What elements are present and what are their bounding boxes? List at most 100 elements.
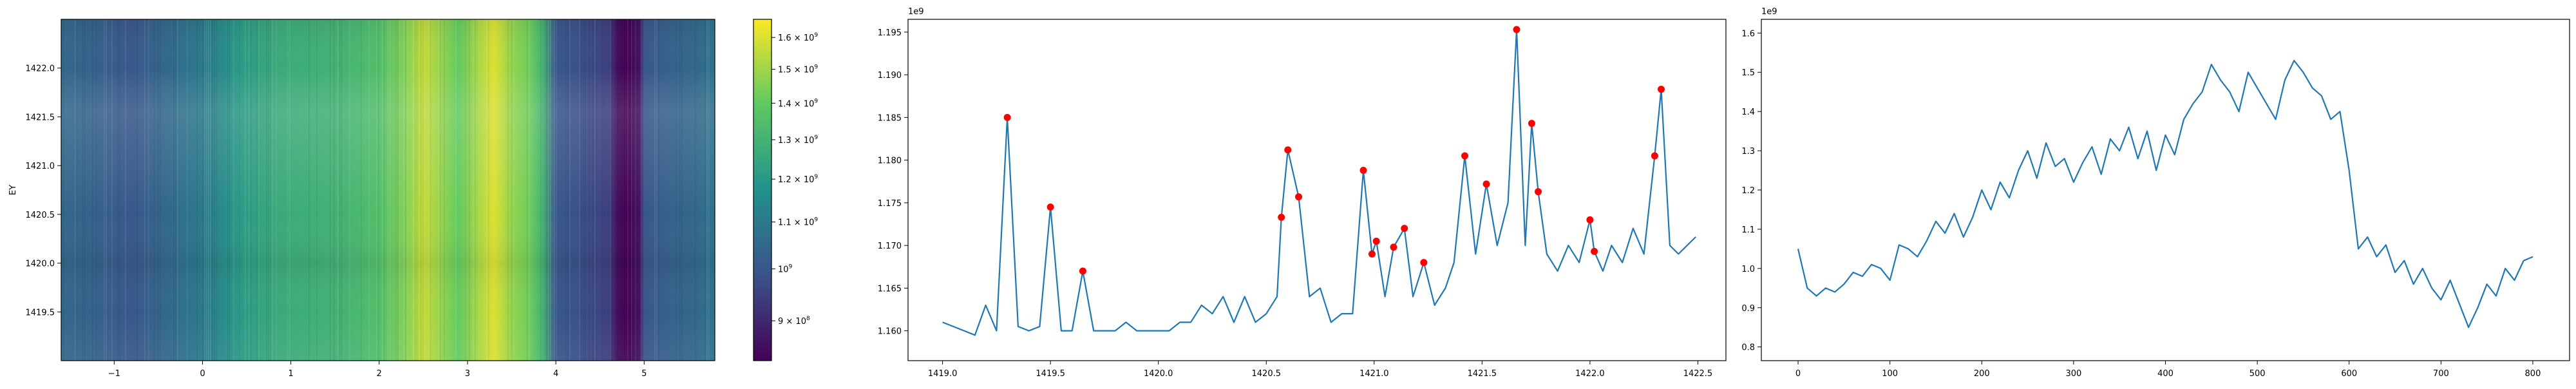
profile-y-tick-label: 1.5 (1741, 68, 1755, 78)
colorbar-tick-label: 1.2 × 109 (778, 174, 818, 185)
colorbar-tick-label: 1.3 × 109 (778, 135, 818, 146)
heatmap-stripe (428, 19, 430, 361)
heatmap-stripe (214, 19, 215, 361)
heatmap-stripe (676, 19, 677, 361)
heatmap-stripe (84, 19, 86, 361)
peaks-y-tick-label: 1.175 (878, 199, 902, 209)
heatmap-stripe (158, 19, 159, 361)
heatmap-y-tick-label: 1419.5 (26, 308, 55, 318)
heatmap-stripe (92, 19, 93, 361)
heatmap-stripe (196, 19, 198, 361)
heatmap-stripe (119, 19, 120, 361)
heatmap-stripe (438, 19, 439, 361)
heatmap-stripe (384, 19, 385, 361)
heatmap-stripe (106, 19, 107, 361)
peaks-y-tick-label: 1.170 (878, 242, 902, 251)
heatmap-stripe (175, 19, 176, 361)
heatmap-stripe (77, 19, 78, 361)
heatmap-stripe (272, 19, 273, 361)
profile-y-offset-label: 1e9 (1761, 7, 1777, 17)
heatmap-stripe (405, 19, 406, 361)
colorbar-tick-label: 9 × 108 (778, 316, 810, 327)
heatmap-stripe (618, 19, 619, 361)
heatmap-x-tick-label: 4 (553, 369, 558, 379)
heatmap-stripe (594, 19, 596, 361)
heatmap-stripe (233, 19, 234, 361)
heatmap-frame (61, 19, 715, 361)
colorbar-tick-label: 109 (778, 264, 793, 275)
heatmap-stripe (507, 19, 509, 361)
heatmap-stripe (604, 19, 605, 361)
heatmap-stripe (160, 19, 161, 361)
heatmap-stripe (289, 19, 290, 361)
heatmap-stripe (455, 19, 457, 361)
peaks-y-tick-label: 1.180 (878, 157, 902, 166)
heatmap-stripe (548, 19, 549, 361)
heatmap-x-tick-label: 5 (641, 369, 647, 379)
peaks-x-tick-label: 1422.0 (1575, 369, 1605, 379)
heatmap-stripe (268, 19, 269, 361)
heatmap-stripe (478, 19, 480, 361)
peaks-x-tick-label: 1421.0 (1359, 369, 1389, 379)
peak-marker (1482, 180, 1490, 188)
heatmap-stripe (592, 19, 594, 361)
colorbar-tick-label: 1.6 × 109 (778, 32, 818, 43)
peak-marker (1278, 213, 1285, 221)
heatmap-stripe (144, 19, 146, 361)
heatmap-y-tick-label: 1421.0 (26, 162, 55, 171)
heatmap-stripe (465, 19, 466, 361)
heatmap-stripe (513, 19, 515, 361)
heatmap-stripe (554, 19, 555, 361)
heatmap-stripe (382, 19, 383, 361)
colorbar-axis: 9 × 108 109 1.1 × 109 1.2 × 109 1.3 × 109 1.4… (772, 32, 818, 327)
heatmap-stripe (403, 19, 404, 361)
heatmap-stripe (63, 19, 64, 361)
heatmap-panel: −1 0 1 2 3 4 5 1419.51420.01420.51421.01421.51… (8, 19, 818, 379)
heatmap-stripe (276, 19, 277, 361)
profile-y-tick-label: 1.0 (1741, 265, 1755, 274)
peak-marker (1401, 225, 1408, 232)
heatmap-stripe (249, 19, 250, 361)
heatmap-stripe (585, 19, 586, 361)
heatmap-stripe (569, 19, 571, 361)
heatmap-stripe (583, 19, 584, 361)
heatmap-y-axis: 1419.5 1420.0 1420.5 1421.0 1421.5 1422.0 (26, 64, 61, 318)
peak-marker (1534, 188, 1542, 196)
heatmap-stripe (270, 19, 271, 361)
profile-y-tick-label: 0.9 (1741, 304, 1755, 314)
heatmap-stripe (206, 19, 207, 361)
peaks-y-axis: 1.160 1.165 1.170 1.175 1.180 1.185 1.190 1.195 (878, 28, 908, 337)
peak-marker (1295, 193, 1303, 201)
profile-x-tick-label: 800 (2525, 369, 2541, 379)
profile-x-tick-label: 100 (1882, 369, 1898, 379)
heatmap-stripe (473, 19, 474, 361)
heatmap-stripe (395, 19, 397, 361)
heatmap-x-tick-label: 1 (288, 369, 293, 379)
peak-marker (1513, 26, 1520, 33)
profile-y-axis: 0.8 0.9 1.0 1.1 1.2 1.3 1.4 1.5 1.6 (1741, 29, 1761, 353)
heatmap-stripe (75, 19, 76, 361)
profile-y-tick-label: 1.2 (1741, 186, 1755, 196)
profile-y-tick-label: 1.4 (1741, 108, 1755, 117)
colorbar-tick-label: 1.4 × 109 (778, 98, 818, 109)
heatmap-stripe (337, 19, 339, 361)
profile-x-axis: 0 100 200 300 400 500 600 700 800 (1795, 361, 2541, 379)
heatmap-stripe (658, 19, 659, 361)
heatmap-stripe (565, 19, 567, 361)
heatmap-stripe (154, 19, 155, 361)
peaks-plot-frame (907, 19, 1727, 361)
heatmap-stripe (204, 19, 205, 361)
heatmap-y-tick-label: 1420.5 (26, 211, 55, 220)
heatmap-stripe (82, 19, 84, 361)
heatmap-stripe (629, 19, 630, 361)
heatmap-stripe (334, 19, 335, 361)
profile-x-tick-label: 300 (2065, 369, 2081, 379)
profile-plot-frame (1761, 19, 2570, 361)
profile-y-tick-label: 1.1 (1741, 225, 1755, 235)
peaks-y-tick-label: 1.195 (878, 28, 902, 38)
heatmap-stripe (444, 19, 445, 361)
heatmap-stripe (540, 19, 542, 361)
heatmap-stripe (388, 19, 389, 361)
heatmap-stripe (486, 19, 488, 361)
